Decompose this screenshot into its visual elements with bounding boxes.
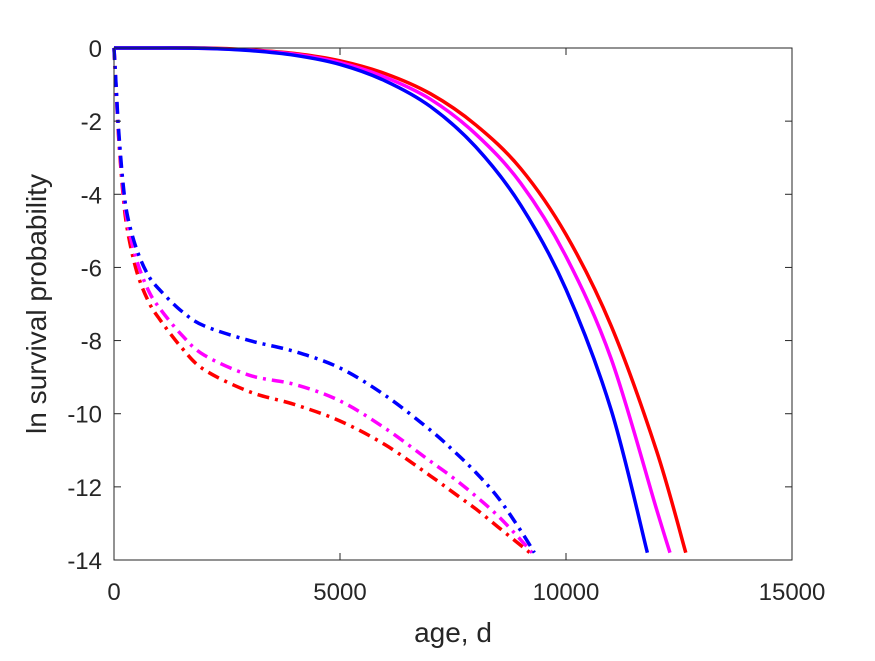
y-tick-label: -10 (67, 402, 102, 429)
x-axis-label: age, d (414, 617, 492, 648)
y-tick-label: -2 (81, 109, 102, 136)
series-line-3 (113, 46, 650, 554)
y-tick-label: -8 (81, 329, 102, 356)
axes-box (113, 47, 793, 561)
series-line-1 (113, 46, 688, 554)
series-line-6 (112, 47, 536, 554)
y-tick-label: -12 (67, 475, 102, 502)
x-tick-label: 10000 (533, 579, 600, 606)
x-tick-label: 15000 (759, 579, 826, 606)
series-line-5 (112, 47, 534, 554)
y-tick-label: -6 (81, 255, 102, 282)
y-tick-label: 0 (89, 36, 102, 63)
tick-layer: 0 5000 10000 15000 0 -2 -4 -6 -8 -10 -12 -14 (67, 36, 825, 606)
x-tick-label: 0 (107, 579, 120, 606)
series-line-4 (112, 47, 531, 555)
series-layer (112, 46, 688, 555)
y-tick-label: -14 (67, 548, 102, 575)
series-line-2 (113, 46, 672, 554)
x-tick-label: 5000 (313, 579, 366, 606)
y-tick-label: -4 (81, 182, 102, 209)
y-axis-label: ln survival probability (21, 174, 52, 434)
